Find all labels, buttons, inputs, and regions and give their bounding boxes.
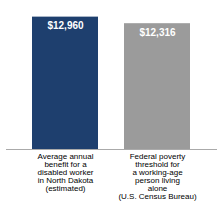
svg-text:$12,960: $12,960: [47, 20, 84, 31]
svg-text:Average annualbenefit for adis: Average annualbenefit for adisabled work…: [37, 152, 93, 193]
svg-text:Federal povertythreshold fora: Federal povertythreshold fora working-ag…: [118, 152, 197, 201]
svg-text:$12,316: $12,316: [139, 27, 176, 38]
